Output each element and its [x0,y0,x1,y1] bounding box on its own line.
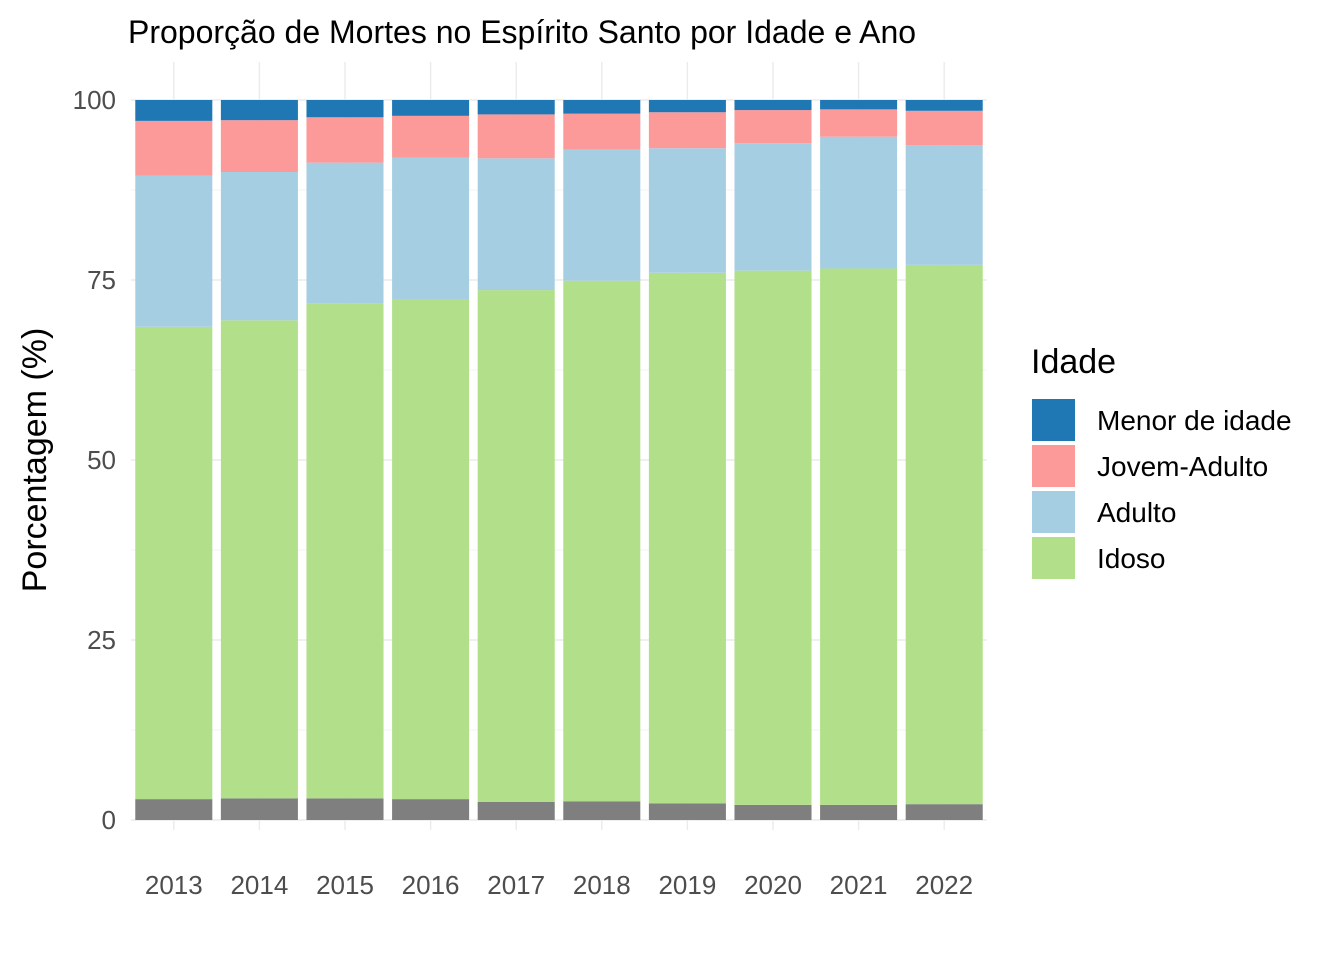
bar-segment-2017-unlabeled [477,802,555,820]
y-axis: 0 25 50 75 100 [73,85,116,835]
bar-segment-2014-menor-de-idade [220,100,298,121]
bar-segment-2020-idoso [734,270,812,805]
bar-segment-2022-menor-de-idade [905,100,983,111]
bar-segment-2019-adulto [648,148,726,273]
bar-segment-2017-menor-de-idade [477,100,555,115]
x-tick-label: 2018 [573,870,631,900]
bar-segment-2019-idoso [648,272,726,804]
x-tick-label: 2020 [744,870,802,900]
bar-segment-2015-unlabeled [306,798,384,820]
legend-swatch [1032,491,1075,533]
bars [135,100,983,820]
bar-segment-2022-idoso [905,264,983,805]
bar-segment-2014-jovem-adulto [220,120,298,172]
bar-segment-2022-jovem-adulto [905,110,983,146]
bar-segment-2020-jovem-adulto [734,110,812,144]
bar-segment-2013-menor-de-idade [135,100,213,121]
bar-segment-2018-menor-de-idade [563,100,641,114]
legend-label: Jovem-Adulto [1097,451,1268,482]
legend-title: Idade [1031,343,1116,381]
legend-label: Adulto [1097,497,1176,528]
bar-segment-2020-menor-de-idade [734,100,812,111]
bar-segment-2015-jovem-adulto [306,117,384,163]
bar-segment-2019-jovem-adulto [648,112,726,149]
x-tick-label: 2017 [487,870,545,900]
bar-segment-2022-unlabeled [905,804,983,820]
legend-label: Idoso [1097,543,1166,574]
bar-segment-2019-unlabeled [648,803,726,820]
bar-segment-2015-menor-de-idade [306,100,384,118]
bar-segment-2022-adulto [905,145,983,265]
bar-segment-2016-menor-de-idade [392,100,470,116]
bar-segment-2016-adulto [392,157,470,300]
bar-segment-2018-adulto [563,149,641,281]
chart-title: Proporção de Mortes no Espírito Santo po… [128,14,916,50]
y-axis-title: Porcentagem (%) [16,328,54,593]
bar-segment-2018-unlabeled [563,801,641,820]
x-tick-label: 2014 [230,870,288,900]
bar-segment-2017-adulto [477,158,555,291]
y-tick-label: 75 [87,265,116,295]
bar-segment-2013-idoso [135,326,213,800]
bar-segment-2013-adulto [135,175,213,327]
bar-segment-2013-unlabeled [135,799,213,820]
bar-segment-2021-jovem-adulto [820,109,898,137]
legend-label: Menor de idade [1097,405,1292,436]
bar-segment-2014-idoso [220,320,298,799]
x-tick-label: 2016 [402,870,460,900]
bar-segment-2017-idoso [477,290,555,802]
bar-segment-2021-unlabeled [820,804,898,820]
bar-segment-2016-idoso [392,299,470,800]
x-tick-label: 2022 [915,870,973,900]
x-tick-label: 2015 [316,870,374,900]
bar-segment-2016-jovem-adulto [392,115,470,158]
bar-segment-2021-idoso [820,268,898,805]
x-axis: 2013 2014 2015 2016 2017 2018 2019 2020 2021 2022 [145,870,973,900]
y-tick-label: 25 [87,625,116,655]
y-tick-label: 50 [87,445,116,475]
x-tick-label: 2013 [145,870,203,900]
y-tick-label: 0 [102,805,116,835]
x-tick-label: 2019 [658,870,716,900]
bar-segment-2020-unlabeled [734,804,812,820]
bar-segment-2015-idoso [306,303,384,799]
bar-segment-2015-adulto [306,162,384,304]
bar-segment-2018-jovem-adulto [563,113,641,150]
bar-segment-2021-adulto [820,136,898,269]
x-tick-label: 2021 [830,870,888,900]
bar-segment-2017-jovem-adulto [477,114,555,159]
legend-swatch [1032,537,1075,579]
legend-swatch [1032,399,1075,441]
legend-swatch [1032,445,1075,487]
bar-segment-2018-idoso [563,280,641,802]
legend: Idade Menor de idade Jovem-Adulto Adulto Id… [1031,343,1292,579]
y-tick-label: 100 [73,85,116,115]
bar-segment-2013-jovem-adulto [135,120,213,176]
bar-segment-2016-unlabeled [392,799,470,820]
bar-segment-2019-menor-de-idade [648,100,726,113]
bar-segment-2014-unlabeled [220,798,298,820]
bar-segment-2021-menor-de-idade [820,100,898,110]
bar-segment-2014-adulto [220,172,298,321]
bar-segment-2020-adulto [734,143,812,271]
